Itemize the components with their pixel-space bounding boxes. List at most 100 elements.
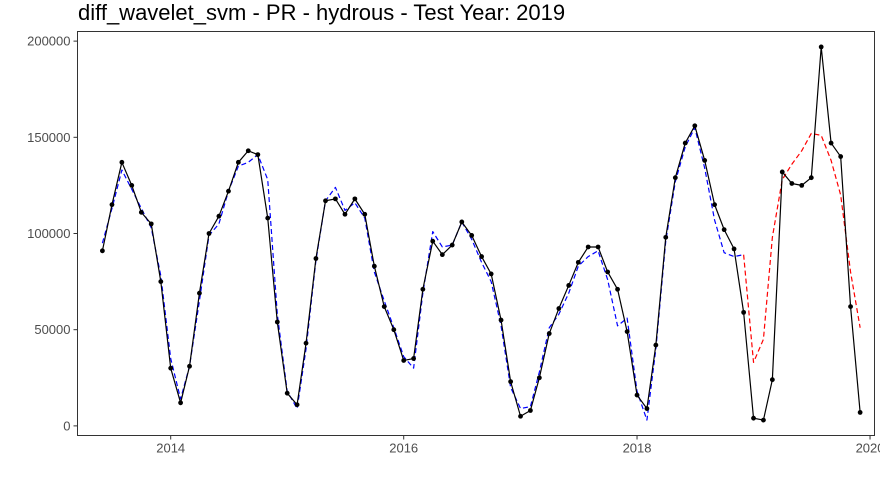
x-axis: 2014 2016 2018 2020 [156,435,880,456]
data-point [158,279,164,284]
data-point [294,402,300,408]
data-point [488,271,494,277]
data-point [838,154,844,159]
series-1 [101,127,744,421]
data-point [789,181,795,186]
data-point [751,415,756,421]
data-point [255,152,261,158]
data-point [518,413,523,419]
data-point [265,215,271,221]
data-point [575,259,581,265]
data-point [585,244,591,250]
data-point [624,329,630,335]
data-point [168,365,174,371]
data-point [634,392,640,398]
data-point [508,379,514,385]
x-tick-label: 2016 [389,441,418,456]
y-tick-label: 150000 [27,130,70,145]
data-point [566,283,572,288]
data-point [595,244,601,250]
y-tick-label: 0 [63,418,70,433]
data-point [799,183,805,188]
data-point [469,233,475,238]
data-point [808,175,814,181]
data-point [459,219,465,225]
data-point [731,246,737,252]
data-point [761,417,766,423]
data-point [672,175,678,181]
data-point [235,159,241,165]
data-point [439,252,445,258]
data-point [712,202,717,208]
data-point [721,227,727,233]
data-point [129,183,135,188]
data-point [857,410,863,415]
data-point [653,342,659,348]
data-point [313,256,319,261]
data-point [848,304,853,310]
data-point [371,263,377,269]
data-point [430,238,436,244]
data-point [769,377,775,383]
data-point [119,159,125,165]
y-tick-label: 100000 [27,226,70,241]
data-point [362,211,368,217]
data-point [109,202,115,208]
data-point [323,198,328,204]
y-tick-label: 50000 [34,322,70,337]
data-point [206,231,212,236]
series-line [101,46,861,421]
data-point [682,140,688,146]
data-point [479,254,484,259]
data-point [284,390,290,396]
data-point [303,340,309,346]
data-point [99,248,105,254]
series-0 [99,44,863,423]
data-point [779,169,785,175]
data-point [536,375,542,381]
data-point [818,44,824,50]
data-point [615,286,620,292]
data-point [644,406,650,411]
data-point [420,286,426,292]
data-point [498,317,504,323]
data-point [391,327,397,333]
data-point [449,242,455,248]
data-point [556,306,562,311]
data-point [828,140,834,146]
panel-border [77,31,875,436]
data-point [663,234,669,240]
chart-title: diff_wavelet_svm - PR - hydrous - Test Y… [78,0,566,25]
data-point [245,148,251,154]
data-point [692,123,698,129]
data-point [702,157,708,163]
data-point [605,269,611,275]
series-line [101,127,744,421]
series-line [743,132,861,363]
data-point [332,196,338,202]
data-point [528,408,533,413]
data-point [197,290,202,296]
data-point [741,309,747,315]
series-layer [99,44,863,423]
data-point [216,213,222,219]
data-point [226,188,231,194]
data-point [274,319,280,325]
x-tick-label: 2018 [623,441,652,456]
y-tick-label: 200000 [27,34,70,49]
data-point [187,363,192,369]
data-point [411,356,416,361]
x-tick-label: 2014 [156,441,185,456]
y-axis: 0 50000 100000 150000 200000 [27,34,78,433]
data-point [148,221,154,227]
x-tick-label: 2020 [856,441,880,456]
data-point [401,358,407,363]
data-point [352,196,358,202]
data-point [342,211,348,217]
data-point [546,331,552,336]
data-point [178,400,183,406]
data-point [138,209,144,215]
series-2 [743,132,861,363]
data-point [381,304,387,310]
